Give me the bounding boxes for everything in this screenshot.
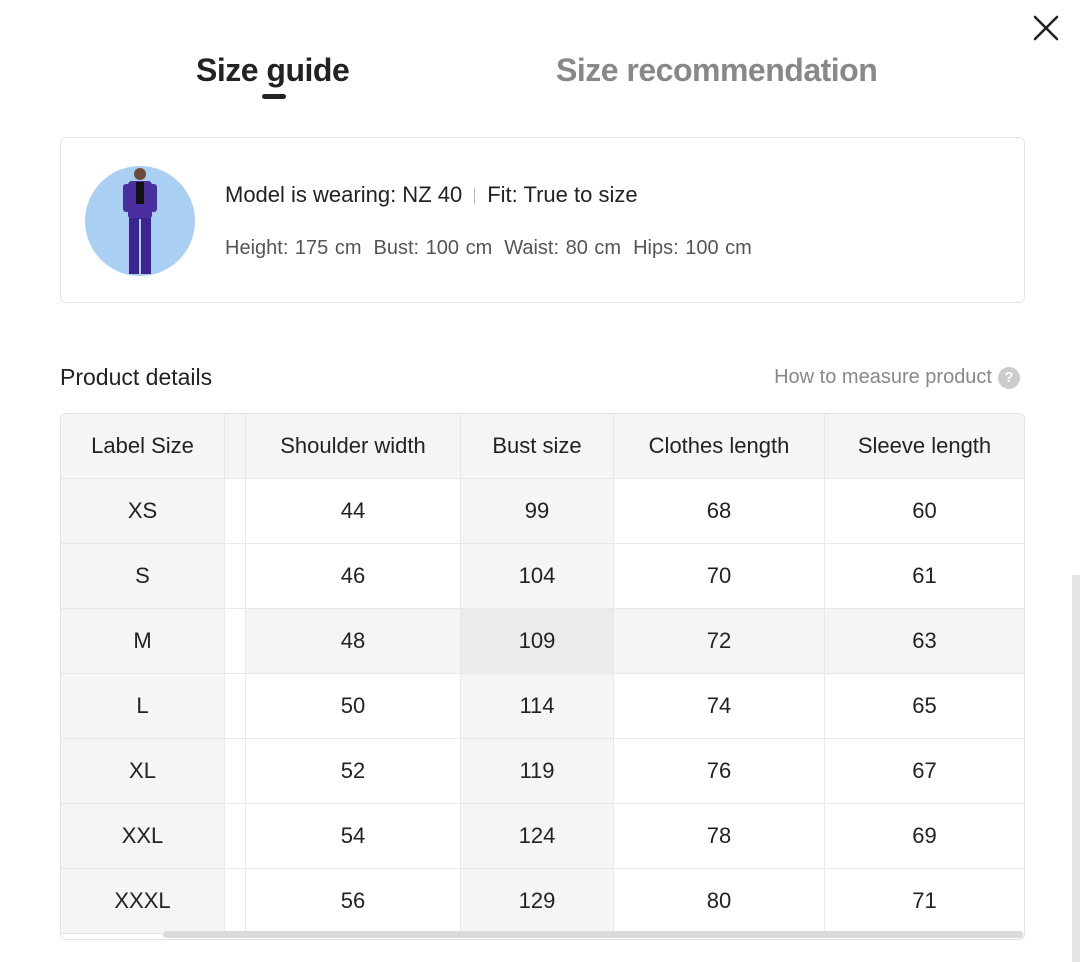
table-cell: 61 [912,563,937,588]
help-icon: ? [998,366,1020,389]
sticky-column-gap [225,804,246,868]
table-cell: 46 [246,544,461,608]
how-to-measure-label: How to measure product [774,366,992,388]
table-cell: 71 [912,888,937,913]
model-height: Height: 175 cm [225,237,362,259]
table-cell: 67 [912,758,937,783]
sticky-column-gap [225,674,246,738]
active-tab-indicator [262,94,286,99]
close-icon [1033,15,1059,41]
model-fit: Fit: True to size [487,182,638,207]
size-label-cell: XL [61,739,225,803]
table-cell: 129 [461,869,614,933]
size-label-cell: L [61,674,225,738]
table-cell: 65 [912,693,937,718]
table-cell: 52 [246,739,461,803]
size-label-cell: XXXL [61,869,225,933]
table-cell: 114 [461,674,614,738]
table-row: XL 52 119 76 67 [61,739,1024,804]
table-cell: 124 [461,804,614,868]
model-measurements: Height: 175 cm Bust: 100 cm Waist: 80 cm Hi… [225,237,764,260]
table-cell: 76 [614,739,825,803]
table-cell: 48 [246,609,461,673]
table-cell: 104 [461,544,614,608]
model-wearing-line: Model is wearing: NZ 40 Fit: True to size [225,182,638,208]
column-header: Clothes length [614,414,825,478]
table-cell: 72 [614,609,825,673]
model-info-card: Model is wearing: NZ 40 Fit: True to size… [60,137,1025,303]
table-row: XS 44 99 68 60 [61,479,1024,544]
column-header: Bust size [461,414,614,478]
vertical-scrollbar[interactable] [1072,575,1080,962]
table-cell: 54 [246,804,461,868]
sticky-column-gap [225,739,246,803]
table-cell: 119 [461,739,614,803]
table-cell: 56 [246,869,461,933]
horizontal-scrollbar[interactable] [163,931,1023,938]
sticky-column-gap [225,479,246,543]
size-table: Label Size Shoulder width Bust size Clothes… [60,413,1025,940]
table-row: XXXL 56 129 80 71 [61,869,1024,934]
column-header: Sleeve length [857,433,992,458]
table-cell: 60 [912,498,937,523]
table-row: M 48 109 72 63 [61,609,1024,674]
table-cell: 50 [246,674,461,738]
tab-size-recommendation[interactable]: Size recommendation [556,52,878,88]
tab-size-guide[interactable]: Size guide [196,52,350,88]
size-label-cell: S [61,544,225,608]
model-size: Model is wearing: NZ 40 [225,182,463,207]
table-cell: 109 [461,609,614,673]
table-cell: 44 [246,479,461,543]
table-row: S 46 104 70 61 [61,544,1024,609]
table-header-row: Label Size Shoulder width Bust size Clothes… [61,414,1024,479]
model-waist: Waist: 80 cm [504,237,622,259]
model-hips: Hips: 100 cm [633,237,752,259]
model-photo [85,166,195,276]
table-row: XXL 54 124 78 69 [61,804,1024,869]
close-button[interactable] [1030,12,1062,44]
table-cell: 78 [614,804,825,868]
divider [474,188,476,205]
size-label-cell: XXL [61,804,225,868]
table-row: L 50 114 74 65 [61,674,1024,739]
table-cell: 99 [461,479,614,543]
column-header: Shoulder width [246,414,461,478]
table-cell: 68 [614,479,825,543]
model-bust: Bust: 100 cm [373,237,493,259]
table-cell: 69 [912,823,937,848]
column-header: Label Size [61,414,225,478]
sticky-column-gap [225,544,246,608]
table-cell: 70 [614,544,825,608]
how-to-measure-link[interactable]: How to measure product ? [774,366,1020,389]
size-label-cell: M [61,609,225,673]
sticky-column-gap [225,609,246,673]
sticky-column-gap [225,414,246,478]
table-cell: 74 [614,674,825,738]
section-title: Product details [60,364,213,390]
table-cell: 63 [825,609,1024,673]
size-label-cell: XS [61,479,225,543]
sticky-column-gap [225,869,246,933]
table-cell: 80 [614,869,825,933]
